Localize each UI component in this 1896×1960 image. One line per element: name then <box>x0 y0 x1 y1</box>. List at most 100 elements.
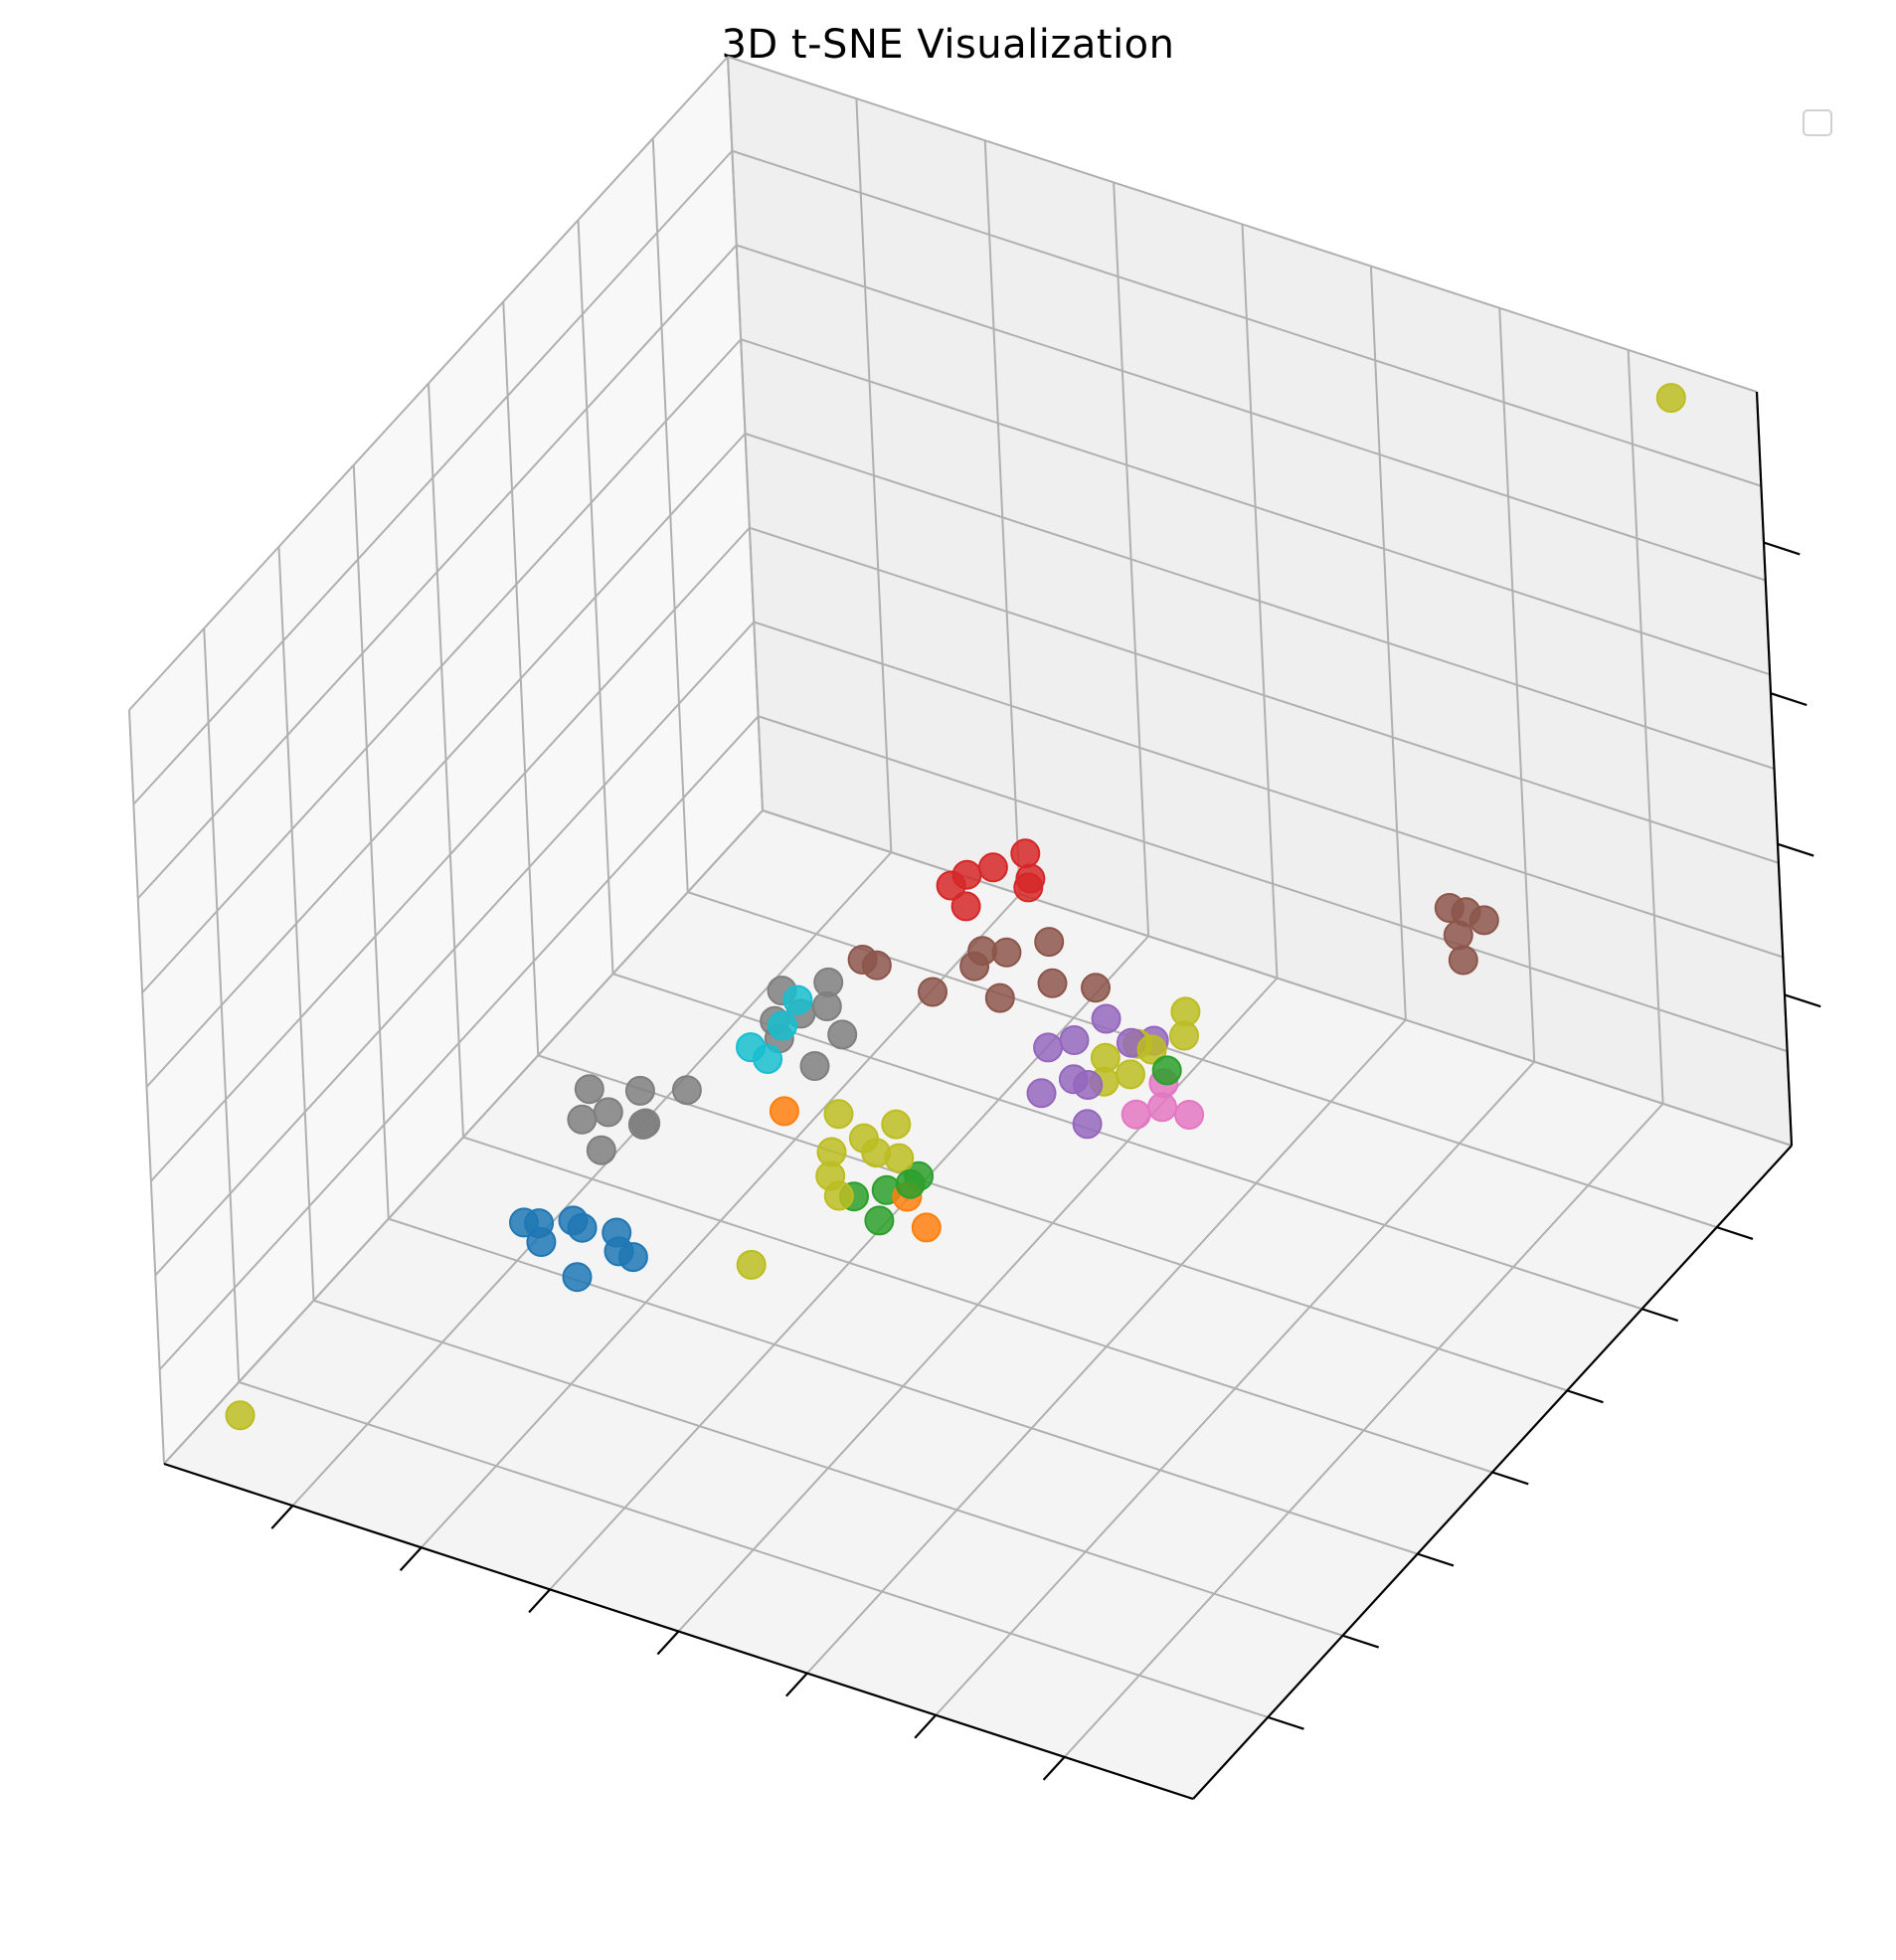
data-point <box>984 982 1015 1013</box>
data-point <box>509 1207 539 1238</box>
left-gridline-z <box>145 433 747 1088</box>
data-point <box>1448 945 1478 976</box>
left-gridline-z <box>137 244 738 900</box>
data-point <box>1073 1070 1104 1100</box>
data-point <box>1655 383 1686 414</box>
back-gridline-x <box>1627 349 1664 1104</box>
back-gridline-x <box>1369 266 1407 1020</box>
data-point <box>799 1051 830 1081</box>
data-point <box>1013 872 1044 903</box>
data-point <box>736 1249 767 1280</box>
data-point <box>586 1135 616 1165</box>
floor-gridline-x <box>806 1018 1407 1675</box>
data-point <box>977 852 1008 883</box>
data-point <box>225 1400 256 1431</box>
z-axis-line <box>1755 391 1794 1147</box>
y-tick <box>1267 1715 1304 1730</box>
data-point <box>562 1262 593 1293</box>
data-point <box>1091 1003 1121 1034</box>
y-tick <box>1716 1226 1754 1240</box>
data-point <box>864 1205 895 1236</box>
data-point <box>1034 927 1065 958</box>
data-point <box>1081 973 1111 1003</box>
data-point <box>1136 1034 1167 1065</box>
data-point <box>593 1097 623 1128</box>
left-gridline-y <box>727 56 764 811</box>
data-point <box>881 1109 912 1140</box>
left-gridline-z <box>132 150 734 805</box>
z-tick <box>1784 993 1821 1008</box>
data-point <box>1116 1059 1145 1090</box>
x-tick <box>656 1630 680 1656</box>
y-tick <box>1342 1634 1380 1649</box>
back-gridline-z <box>736 244 1767 582</box>
back-gridline-z <box>745 433 1775 770</box>
data-point <box>1026 1078 1057 1109</box>
x-tick <box>784 1672 808 1697</box>
y-tick <box>1566 1389 1604 1404</box>
y-tick <box>1417 1552 1455 1567</box>
z-tick <box>1777 842 1814 857</box>
data-point <box>991 937 1022 968</box>
z-tick <box>1770 692 1808 707</box>
data-point <box>567 1104 598 1135</box>
data-point <box>558 1205 589 1236</box>
floor-gridline-y <box>462 1136 1493 1474</box>
legend <box>1803 109 1832 136</box>
floor-gridline-x <box>935 1061 1535 1716</box>
data-point <box>936 870 966 901</box>
axis-lines <box>163 391 1821 1801</box>
left-gridline-y <box>651 138 689 893</box>
chart-title: 3D t-SNE Visualization <box>721 22 1175 68</box>
data-point <box>1120 1099 1151 1130</box>
y-tick <box>1491 1471 1529 1486</box>
data-point <box>823 1180 854 1211</box>
x-tick <box>528 1588 551 1614</box>
left-gridline-y <box>577 220 614 975</box>
data-point <box>895 1168 926 1199</box>
back-gridline-z <box>740 338 1771 676</box>
floor-gridline-y <box>537 1054 1568 1392</box>
data-point <box>671 1075 702 1106</box>
data-point <box>1151 1055 1182 1086</box>
data-point <box>1037 968 1068 998</box>
left-gridline-z <box>141 338 742 993</box>
data-point <box>768 1010 798 1041</box>
back-gridline-x <box>1498 307 1536 1062</box>
data-point <box>1174 1100 1205 1130</box>
data-point <box>861 1138 892 1168</box>
data-point <box>1010 838 1041 869</box>
x-tick <box>399 1546 423 1571</box>
z-tick <box>1763 541 1801 556</box>
data-point <box>959 951 990 981</box>
scatter-points <box>225 383 1686 1431</box>
data-point <box>823 1099 854 1130</box>
data-point <box>1059 1025 1090 1055</box>
floor-gridline-x <box>1063 1103 1664 1758</box>
x-tick <box>270 1505 294 1529</box>
x-tick <box>914 1714 938 1739</box>
data-point <box>1468 905 1499 936</box>
y-tick <box>1641 1308 1679 1323</box>
data-point <box>1443 920 1473 951</box>
data-point <box>861 950 892 980</box>
data-point <box>782 984 813 1015</box>
data-point <box>736 1032 766 1063</box>
left-gridline-y <box>502 301 540 1056</box>
back-gridline-z <box>732 149 1762 487</box>
data-point <box>811 991 842 1021</box>
data-point <box>1169 1020 1199 1051</box>
data-point <box>1072 1109 1103 1140</box>
data-point <box>574 1074 604 1105</box>
data-point <box>624 1075 655 1106</box>
left-gridline-z <box>128 56 729 711</box>
data-point <box>526 1227 557 1257</box>
floor-gridline-y <box>762 809 1793 1147</box>
back-gridline-z <box>727 56 1758 393</box>
data-point <box>1033 1032 1064 1063</box>
data-point <box>918 977 948 1007</box>
data-point <box>827 1019 858 1050</box>
data-point <box>617 1242 648 1273</box>
